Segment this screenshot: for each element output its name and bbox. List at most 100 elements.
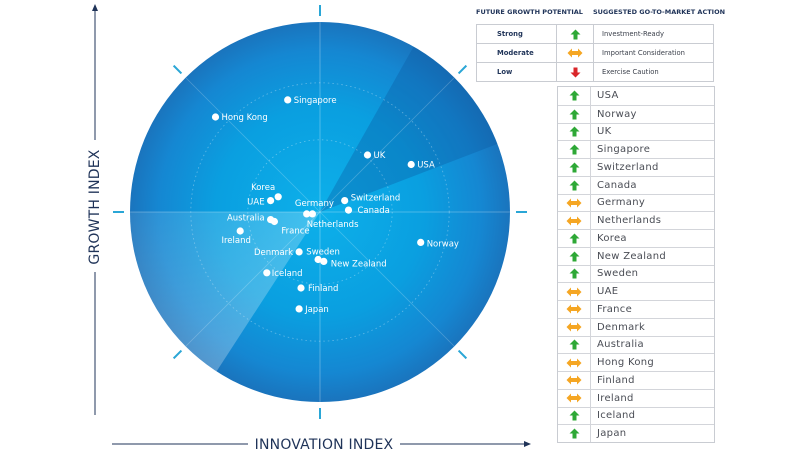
point-japan[interactable] — [295, 305, 303, 313]
radar-tick-135 — [172, 64, 183, 75]
country-name: Iceland — [597, 410, 636, 422]
point-label-germany: Germany — [295, 199, 334, 209]
arrow-left-right-icon — [558, 212, 591, 229]
country-name: Netherlands — [597, 215, 662, 227]
y-axis-label: GROWTH INDEX — [87, 149, 103, 264]
point-france[interactable] — [270, 217, 278, 226]
country-row-denmark: Denmark — [558, 317, 714, 336]
arrow-up-icon — [558, 265, 591, 283]
point-switzerland[interactable] — [341, 197, 349, 205]
country-row-netherlands: Netherlands — [558, 211, 714, 229]
radar-tick-225 — [172, 349, 183, 360]
legend: FUTURE GROWTH POTENTIAL SUGGESTED GO-TO-… — [474, 6, 725, 82]
legend-level: Moderate — [477, 44, 557, 62]
legend-header: FUTURE GROWTH POTENTIAL SUGGESTED GO-TO-… — [474, 6, 725, 18]
country-name: Denmark — [597, 321, 646, 333]
country-row-norway: Norway — [558, 104, 714, 123]
arrow-up-icon — [558, 230, 591, 247]
point-label-norway: Norway — [427, 239, 459, 249]
radar-spoke-315 — [319, 211, 455, 347]
radar-tick-315 — [457, 349, 468, 360]
point-label-japan: Japan — [304, 305, 329, 315]
country-name: Australia — [597, 339, 644, 351]
country-row-japan: Japan — [558, 424, 714, 442]
legend-row-low: Low Exercise Caution — [477, 62, 713, 81]
point-uk[interactable] — [363, 151, 372, 159]
point-korea[interactable] — [274, 193, 282, 201]
point-label-sweden: Sweden — [306, 248, 340, 258]
country-name: Switzerland — [597, 161, 659, 173]
country-row-korea: Korea — [558, 229, 714, 247]
arrow-left-right-icon — [558, 389, 591, 407]
country-name: Sweden — [597, 268, 639, 280]
legend-action: Important Consideration — [602, 49, 685, 57]
point-label-usa: USA — [417, 161, 435, 171]
point-sweden[interactable] — [314, 255, 322, 264]
country-row-france: France — [558, 300, 714, 318]
radar-tick-45 — [457, 64, 468, 75]
arrow-up-icon — [558, 105, 591, 123]
arrow-up-icon — [558, 159, 591, 176]
point-denmark[interactable] — [295, 248, 303, 256]
country-name: Germany — [597, 197, 646, 209]
radar-spoke-225 — [185, 211, 321, 347]
radar-spokes — [130, 22, 510, 402]
radar-chart: GROWTH INDEX INNOVATION INDEX Singapore H… — [87, 4, 531, 453]
arrow-up-icon — [558, 123, 591, 141]
country-name: Singapore — [597, 144, 651, 156]
arrow-left-right-icon — [558, 283, 591, 300]
point-canada[interactable] — [344, 206, 353, 214]
point-singapore[interactable] — [284, 96, 292, 104]
country-row-uae: UAE — [558, 282, 714, 300]
country-name: Japan — [597, 428, 627, 440]
point-label-iceland: Iceland — [272, 269, 303, 279]
country-row-hong-kong: Hong Kong — [558, 353, 714, 371]
point-norway[interactable] — [417, 238, 425, 246]
legend-header-action: SUGGESTED GO-TO-MARKET ACTION — [592, 8, 726, 16]
arrow-left-right-icon — [557, 44, 594, 62]
country-row-uk: UK — [558, 122, 714, 141]
arrow-left-right-icon — [558, 318, 591, 336]
data-points: Singapore Hong Kong UK USA Korea UAE Germany Ne… — [211, 96, 459, 315]
arrow-left-right-icon — [558, 194, 591, 212]
point-finland[interactable] — [297, 284, 305, 292]
radar-ticks — [113, 5, 527, 419]
point-label-australia: Australia — [227, 214, 265, 224]
country-name: New Zealand — [597, 250, 667, 262]
arrow-down-icon — [557, 63, 594, 81]
country-name: Norway — [597, 108, 637, 120]
legend-level: Low — [477, 63, 557, 81]
point-label-uk: UK — [374, 151, 386, 161]
arrow-left-right-icon — [558, 301, 591, 318]
point-usa[interactable] — [407, 160, 415, 169]
country-row-finland: Finland — [558, 371, 714, 389]
arrow-up-icon — [558, 87, 591, 105]
point-label-france: France — [281, 227, 309, 237]
arrow-left-right-icon — [558, 372, 591, 389]
arrow-up-icon — [558, 141, 591, 158]
country-name: Ireland — [597, 392, 634, 404]
legend-row-strong: Strong Investment-Ready — [477, 25, 713, 43]
point-label-finland: Finland — [308, 284, 338, 294]
arrow-up-icon — [558, 176, 591, 194]
point-iceland[interactable] — [263, 269, 271, 277]
point-hong-kong[interactable] — [211, 113, 220, 121]
point-ireland[interactable] — [236, 227, 244, 235]
country-row-canada: Canada — [558, 175, 714, 194]
point-new-zealand[interactable] — [320, 257, 328, 265]
point-germany[interactable] — [308, 210, 316, 218]
arrow-up-icon — [558, 407, 591, 425]
arrow-up-icon — [558, 247, 591, 265]
point-label-ireland: Ireland — [221, 236, 250, 246]
legend-table: Strong Investment-Ready Moderate Important … — [476, 24, 714, 82]
point-uae[interactable] — [267, 197, 275, 205]
country-name: Finland — [597, 374, 635, 386]
legend-header-potential: FUTURE GROWTH POTENTIAL — [476, 8, 583, 16]
country-row-germany: Germany — [558, 193, 714, 212]
y-axis-arrow-icon — [92, 4, 98, 11]
country-row-australia: Australia — [558, 335, 714, 354]
country-name: UK — [597, 126, 612, 138]
point-label-switzerland: Switzerland — [351, 194, 401, 204]
point-netherlands[interactable] — [303, 210, 311, 218]
country-name: USA — [597, 90, 619, 102]
